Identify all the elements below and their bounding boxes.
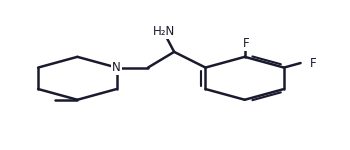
Text: F: F xyxy=(310,57,317,70)
Text: N: N xyxy=(112,61,121,74)
Text: H₂N: H₂N xyxy=(153,25,175,38)
Text: F: F xyxy=(243,37,250,50)
